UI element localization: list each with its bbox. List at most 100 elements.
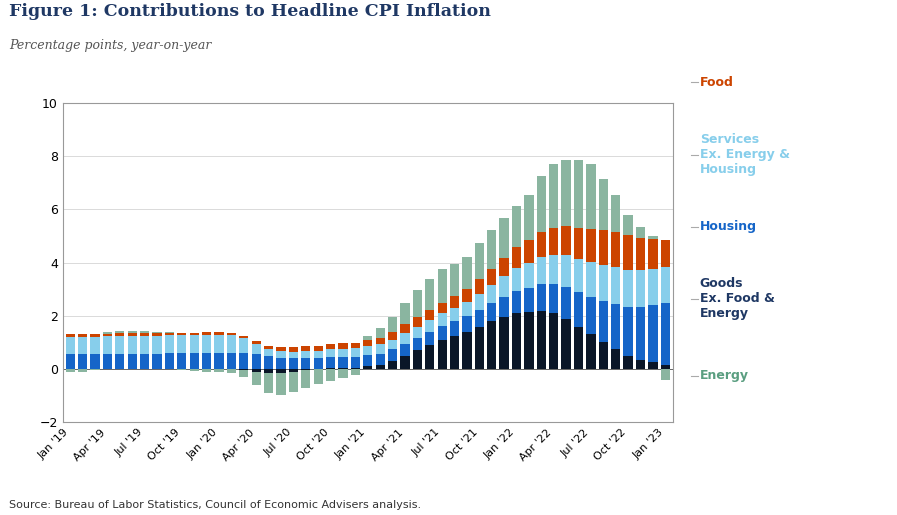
Bar [623, 307, 632, 356]
Bar [487, 285, 496, 303]
Bar [276, 351, 285, 358]
Bar [351, 369, 360, 375]
Bar [326, 369, 335, 381]
Bar [91, 354, 100, 369]
Bar [611, 349, 621, 369]
Bar [115, 354, 125, 369]
Bar [264, 373, 274, 393]
Bar [611, 267, 621, 304]
Bar [661, 365, 670, 369]
Bar [202, 353, 212, 369]
Bar [587, 229, 596, 262]
Bar [103, 332, 112, 334]
Bar [202, 332, 212, 335]
Bar [536, 257, 546, 284]
Bar [623, 269, 632, 307]
Bar [326, 344, 335, 349]
Bar [524, 263, 534, 288]
Bar [400, 344, 410, 356]
Text: Housing: Housing [700, 220, 757, 233]
Bar [524, 195, 534, 240]
Bar [562, 286, 570, 318]
Bar [413, 350, 422, 369]
Bar [239, 370, 248, 377]
Bar [636, 270, 645, 307]
Bar [376, 329, 385, 338]
Bar [177, 333, 187, 335]
Bar [611, 195, 621, 232]
Bar [512, 291, 521, 313]
Bar [276, 369, 285, 373]
Bar [338, 344, 348, 349]
Bar [140, 333, 149, 336]
Bar [214, 332, 223, 335]
Bar [598, 342, 608, 369]
Bar [587, 335, 596, 369]
Bar [413, 290, 422, 317]
Bar [549, 254, 558, 284]
Bar [251, 341, 261, 344]
Bar [475, 310, 484, 327]
Bar [276, 358, 285, 369]
Bar [500, 297, 509, 317]
Bar [351, 368, 360, 369]
Bar [587, 164, 596, 229]
Bar [462, 316, 472, 332]
Bar [376, 354, 385, 365]
Bar [611, 232, 621, 267]
Bar [400, 333, 410, 344]
Text: Percentage points, year-on-year: Percentage points, year-on-year [9, 39, 212, 52]
Bar [413, 338, 422, 350]
Bar [251, 354, 261, 369]
Text: Food: Food [700, 76, 734, 89]
Bar [500, 259, 509, 277]
Bar [524, 288, 534, 312]
Bar [289, 372, 298, 392]
Bar [239, 338, 248, 353]
Bar [587, 262, 596, 297]
Bar [661, 369, 670, 380]
Text: Energy: Energy [700, 369, 749, 383]
Bar [649, 305, 658, 363]
Bar [289, 369, 298, 372]
Bar [524, 240, 534, 263]
Bar [78, 335, 87, 337]
Bar [376, 338, 385, 345]
Bar [351, 348, 360, 356]
Bar [487, 303, 496, 321]
Bar [363, 355, 372, 367]
Bar [661, 239, 670, 267]
Bar [536, 177, 546, 232]
Bar [438, 340, 447, 369]
Bar [475, 280, 484, 294]
Bar [623, 215, 632, 235]
Bar [636, 307, 645, 360]
Bar [388, 361, 397, 369]
Bar [574, 228, 583, 259]
Bar [177, 353, 187, 369]
Bar [623, 356, 632, 369]
Bar [462, 302, 472, 316]
Bar [598, 265, 608, 301]
Bar [189, 353, 199, 369]
Bar [140, 336, 149, 354]
Bar [78, 337, 87, 354]
Bar [214, 353, 223, 369]
Bar [636, 360, 645, 369]
Bar [536, 232, 546, 257]
Bar [598, 230, 608, 265]
Bar [338, 368, 348, 369]
Bar [376, 365, 385, 369]
Bar [587, 297, 596, 335]
Bar [152, 354, 161, 369]
Bar [438, 326, 447, 340]
Bar [574, 292, 583, 327]
Bar [400, 324, 410, 333]
Bar [338, 356, 348, 368]
Bar [487, 269, 496, 285]
Bar [400, 303, 410, 324]
Bar [140, 331, 149, 333]
Bar [462, 332, 472, 369]
Bar [289, 358, 298, 369]
Bar [338, 369, 348, 379]
